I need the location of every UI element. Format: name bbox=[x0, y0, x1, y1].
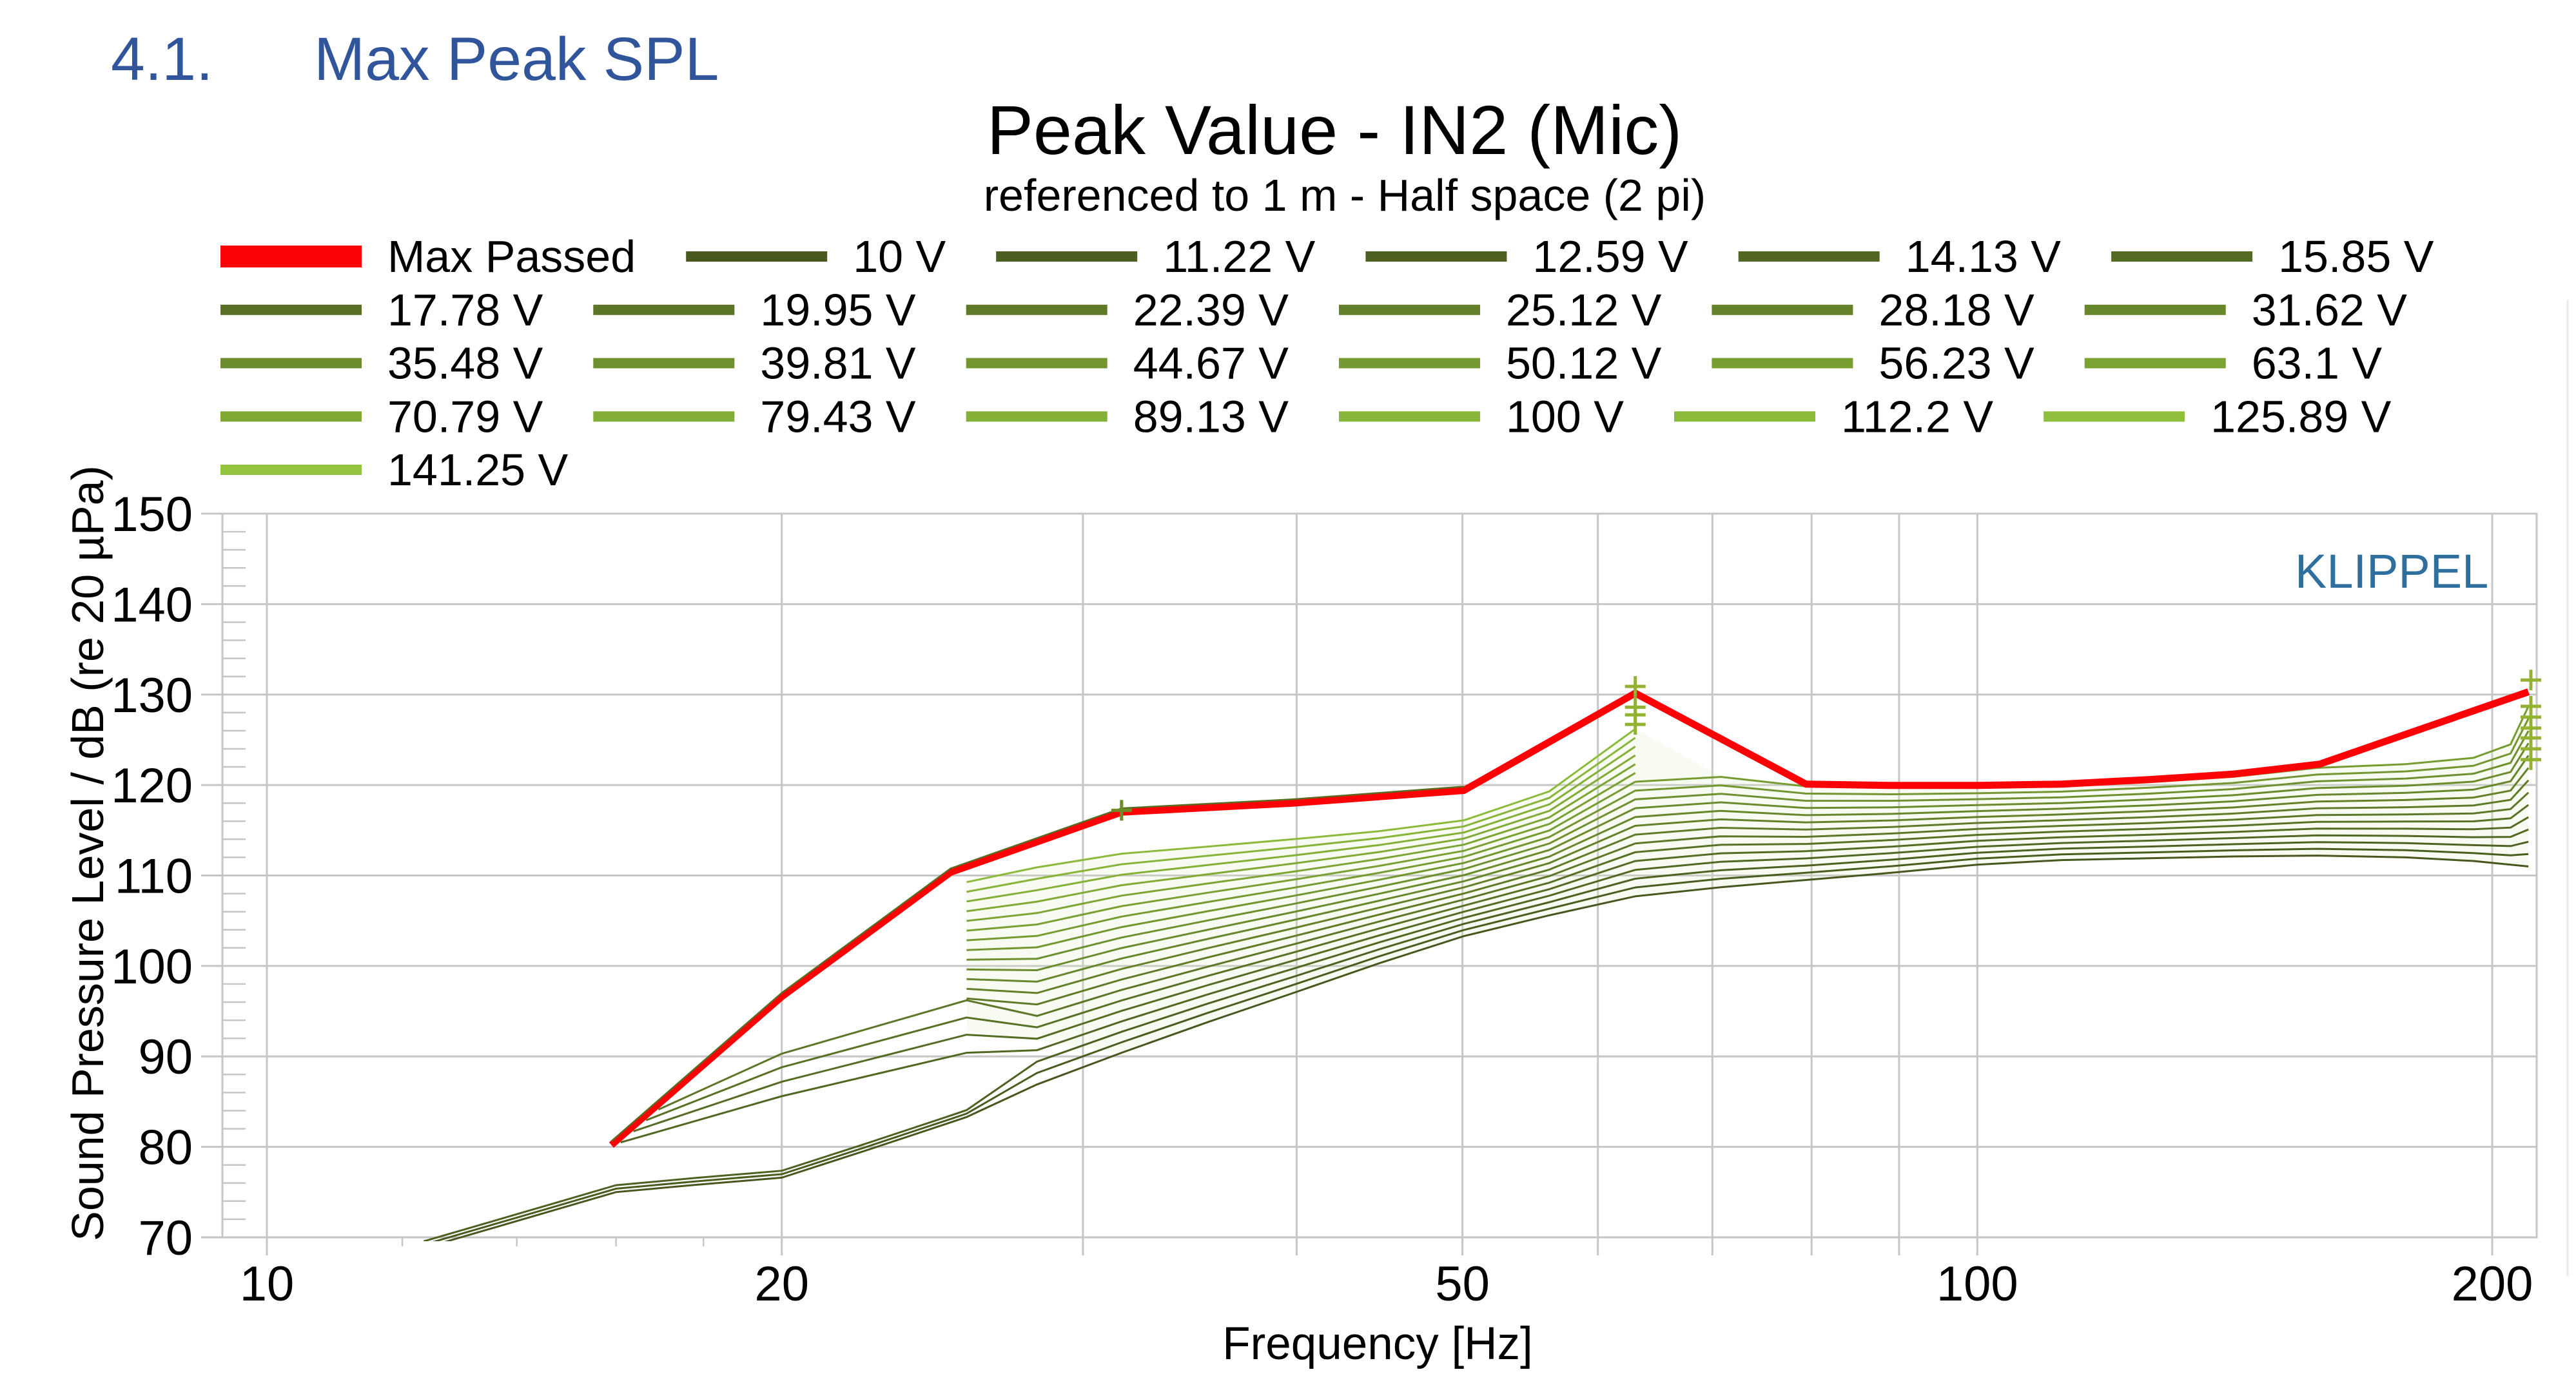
svg-text:50: 50 bbox=[1435, 1257, 1490, 1311]
svg-text:70: 70 bbox=[138, 1211, 193, 1266]
svg-text:120: 120 bbox=[111, 759, 193, 813]
svg-text:Max Passed: Max Passed bbox=[387, 231, 636, 282]
svg-text:89.13 V: 89.13 V bbox=[1133, 391, 1289, 441]
svg-text:80: 80 bbox=[138, 1121, 193, 1175]
svg-text:4.1.: 4.1. bbox=[111, 25, 213, 93]
svg-text:Frequency [Hz]: Frequency [Hz] bbox=[1222, 1319, 1532, 1369]
svg-text:112.2 V: 112.2 V bbox=[1841, 391, 1993, 441]
svg-text:79.43 V: 79.43 V bbox=[760, 391, 916, 441]
svg-text:Sound Pressure Level / dB (re: Sound Pressure Level / dB (re 20 µPa) bbox=[63, 465, 113, 1241]
svg-text:12.59 V: 12.59 V bbox=[1532, 231, 1688, 282]
svg-text:35.48 V: 35.48 V bbox=[387, 338, 543, 389]
svg-text:70.79 V: 70.79 V bbox=[387, 391, 543, 441]
svg-text:200: 200 bbox=[2452, 1257, 2533, 1311]
svg-text:31.62 V: 31.62 V bbox=[2252, 285, 2408, 335]
svg-text:14.13 V: 14.13 V bbox=[1906, 231, 2062, 282]
svg-text:130: 130 bbox=[111, 668, 193, 723]
svg-text:referenced to 1 m - Half space: referenced to 1 m - Half space (2 pi) bbox=[984, 170, 1706, 220]
svg-text:10: 10 bbox=[240, 1257, 295, 1311]
svg-text:19.95 V: 19.95 V bbox=[760, 285, 916, 335]
svg-text:125.89 V: 125.89 V bbox=[2210, 391, 2392, 441]
svg-text:KLIPPEL: KLIPPEL bbox=[2295, 545, 2488, 598]
svg-text:25.12 V: 25.12 V bbox=[1506, 285, 1662, 335]
svg-text:17.78 V: 17.78 V bbox=[387, 285, 543, 335]
svg-text:100 V: 100 V bbox=[1506, 391, 1624, 441]
svg-text:141.25 V: 141.25 V bbox=[387, 445, 569, 495]
svg-text:15.85 V: 15.85 V bbox=[2278, 231, 2434, 282]
svg-text:22.39 V: 22.39 V bbox=[1133, 285, 1289, 335]
svg-text:110: 110 bbox=[115, 849, 193, 904]
svg-text:28.18 V: 28.18 V bbox=[1878, 285, 2034, 335]
svg-text:44.67 V: 44.67 V bbox=[1133, 338, 1289, 389]
svg-text:150: 150 bbox=[111, 487, 193, 542]
svg-text:100: 100 bbox=[1937, 1257, 2018, 1311]
svg-text:90: 90 bbox=[138, 1030, 193, 1085]
svg-text:10 V: 10 V bbox=[853, 231, 946, 282]
svg-text:140: 140 bbox=[111, 577, 193, 632]
svg-text:56.23 V: 56.23 V bbox=[1878, 338, 2034, 389]
svg-text:20: 20 bbox=[754, 1257, 809, 1311]
svg-text:63.1 V: 63.1 V bbox=[2252, 338, 2383, 389]
svg-text:50.12 V: 50.12 V bbox=[1506, 338, 1662, 389]
svg-text:11.22 V: 11.22 V bbox=[1163, 231, 1315, 282]
svg-text:39.81 V: 39.81 V bbox=[760, 338, 916, 389]
svg-text:Peak Value - IN2 (Mic): Peak Value - IN2 (Mic) bbox=[987, 91, 1682, 169]
svg-text:Max Peak SPL: Max Peak SPL bbox=[314, 25, 719, 93]
svg-text:100: 100 bbox=[111, 940, 193, 994]
